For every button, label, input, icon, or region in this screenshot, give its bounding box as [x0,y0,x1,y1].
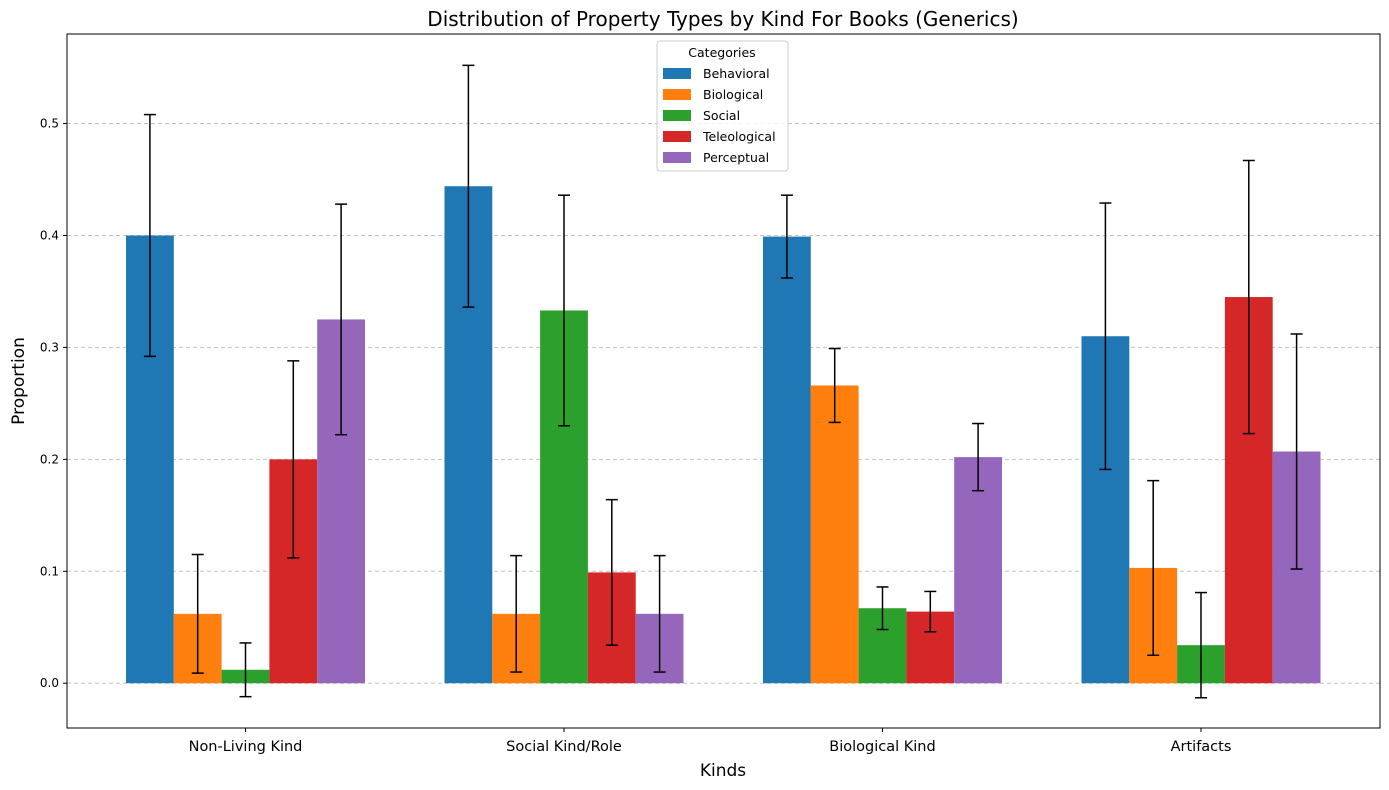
y-axis: 0.0 0.1 0.2 0.3 0.4 0.5 [40,117,67,690]
legend-label: Social [703,108,740,123]
x-tick-label: Non-Living Kind [189,739,303,755]
legend-label: Teleological [702,129,776,144]
legend: Categories Behavioral Biological Social Tel… [656,40,789,172]
y-tick-label: 0.3 [40,340,59,354]
error-bars [143,64,1303,699]
bar [810,385,859,684]
legend-swatch [663,152,691,163]
gridlines [67,123,1380,684]
legend-swatch [663,68,691,79]
x-axis-label: Kinds [700,761,746,781]
plot-area [66,33,1381,729]
y-axis-label: Proportion [9,337,29,425]
legend-label: Perceptual [703,150,769,165]
x-tick-label: Biological Kind [829,739,935,755]
legend-swatch [663,110,691,121]
y-tick-label: 0.4 [40,228,59,242]
y-tick-label: 0.2 [40,452,59,466]
bars [126,186,1321,684]
legend-label: Biological [703,87,763,102]
chart-title: Distribution of Property Types by Kind F… [427,7,1018,31]
x-tick-label: Social Kind/Role [506,739,622,755]
bar [763,236,811,684]
legend-label: Behavioral [703,66,770,81]
x-axis: Non-Living Kind Social Kind/Role Biologica… [189,728,1232,755]
y-tick-label: 0.0 [40,676,59,690]
legend-swatch [663,89,691,100]
legend-swatch [663,131,691,142]
legend-title: Categories [688,45,755,60]
bar [954,457,1002,684]
y-tick-label: 0.5 [40,117,59,131]
y-tick-label: 0.1 [40,564,59,578]
x-tick-label: Artifacts [1171,739,1232,755]
